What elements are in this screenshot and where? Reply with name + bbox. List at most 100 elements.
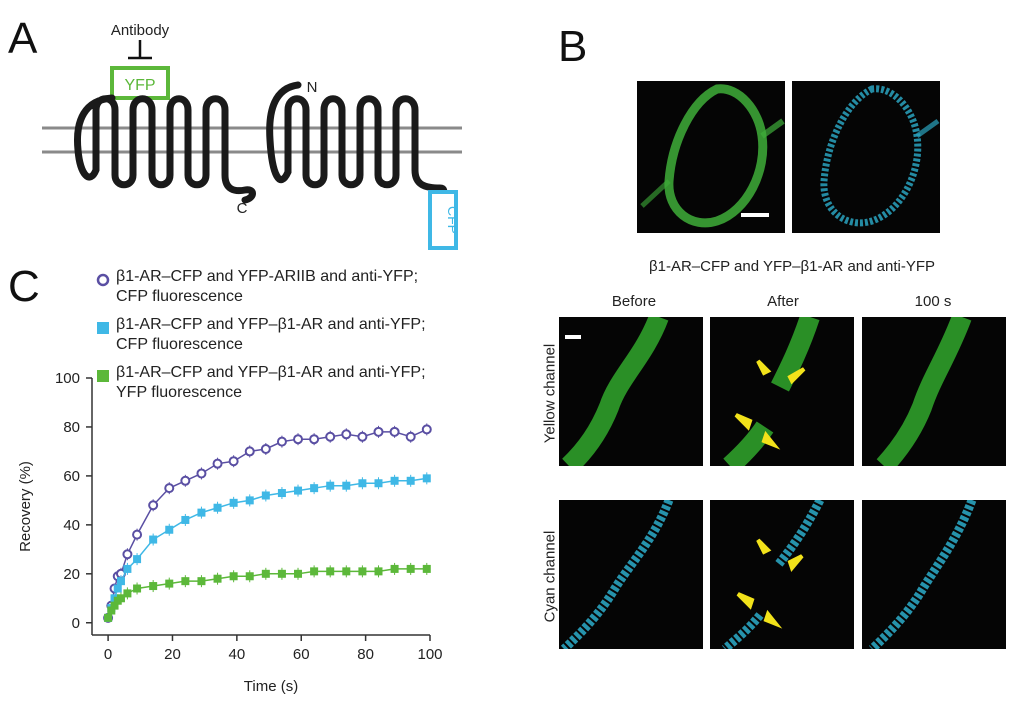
yellow-100s-image xyxy=(862,317,1006,466)
series-2-point-9 xyxy=(181,577,190,586)
series-2-point-17 xyxy=(310,567,319,576)
cell-outline-yfp-branch xyxy=(760,118,785,139)
series-2-point-4 xyxy=(116,594,125,603)
membrane-yellow-after-top xyxy=(771,317,820,392)
legend-entry-3: β1-AR–CFP and YFP–β1-AR and anti-YFP; YF… xyxy=(96,364,516,412)
series-0-point-8 xyxy=(164,483,175,494)
series-1-point-3 xyxy=(113,584,122,593)
series-0-point-14 xyxy=(260,443,271,454)
series-2-point-6 xyxy=(133,584,142,593)
left-receptor-chain xyxy=(73,94,256,204)
series-0-point-6 xyxy=(132,529,143,540)
condition-label: β1-AR–CFP and YFP–β1-AR and anti-YFP xyxy=(612,258,972,275)
series-2-point-21 xyxy=(374,567,383,576)
arrow-cyan-1 xyxy=(756,538,772,555)
receptor-topology-diagram: Antibody YFP C N CFP xyxy=(42,22,462,250)
y-tick-label-5: 100 xyxy=(55,370,80,387)
series-1-point-19 xyxy=(342,481,351,490)
series-0-point-19 xyxy=(341,429,352,440)
series-0-point-11 xyxy=(212,458,223,469)
cfp-tag-label: CFP xyxy=(445,206,461,234)
y-tick-label-1: 20 xyxy=(63,566,80,583)
series-2-point-15 xyxy=(277,569,286,578)
legend-line2-3: YFP fluorescence xyxy=(116,384,242,401)
series-2-point-22 xyxy=(390,564,399,573)
series-1-point-13 xyxy=(245,496,254,505)
legend-marker-1 xyxy=(96,273,110,287)
cell-outline-yfp-branch2 xyxy=(640,179,671,208)
legend-line1-3: β1-AR–CFP and YFP–β1-AR and anti-YFP; xyxy=(116,364,426,381)
series-1-point-11 xyxy=(213,503,222,512)
series-1-point-14 xyxy=(261,491,270,500)
series-2-point-19 xyxy=(342,567,351,576)
x-tick-label-1: 20 xyxy=(164,646,181,663)
series-2-point-12 xyxy=(229,572,238,581)
x-tick-label-3: 60 xyxy=(293,646,310,663)
series-0-point-23 xyxy=(405,431,416,442)
series-0-point-24 xyxy=(421,424,432,435)
arrow-yellow-2 xyxy=(787,367,806,385)
cell-outline-cfp xyxy=(820,85,922,227)
series-1-point-5 xyxy=(123,564,132,573)
recovery-chart: 0 20 40 60 80 100 0 20 40 60 80 100 Time (s) Recovery… xyxy=(17,370,443,695)
series-1-point-16 xyxy=(294,486,303,495)
legend-entry-2: β1-AR–CFP and YFP–β1-AR and anti-YFP; CF… xyxy=(96,316,516,364)
membrane-yellow-before xyxy=(562,317,669,466)
series-2-point-24 xyxy=(422,564,431,573)
legend-entry-1: β1-AR–CFP and YFP-ARIIB and anti-YFP; CF… xyxy=(96,268,516,316)
series-0-point-18 xyxy=(325,431,336,442)
series-2-point-10 xyxy=(197,577,206,586)
series-1-point-7 xyxy=(149,535,158,544)
series-2-point-16 xyxy=(294,569,303,578)
series-2-point-20 xyxy=(358,567,367,576)
x-tick-label-4: 80 xyxy=(357,646,374,663)
series-0-point-13 xyxy=(244,446,255,457)
membrane-cyan-after-top xyxy=(774,500,825,568)
series-0-point-16 xyxy=(293,434,304,445)
chart-legend: β1-AR–CFP and YFP-ARIIB and anti-YFP; CF… xyxy=(96,268,516,412)
series-1-point-24 xyxy=(422,474,431,483)
series-1-point-23 xyxy=(406,476,415,485)
series-1-point-20 xyxy=(358,479,367,488)
x-tick-label-0: 0 xyxy=(104,646,112,663)
series-0-point-21 xyxy=(373,426,384,437)
cfp-tag-box xyxy=(428,190,458,250)
c-terminus-label: C xyxy=(237,200,248,217)
series-0-point-9 xyxy=(180,475,191,486)
series-2-point-1 xyxy=(107,606,116,615)
series-2-point-7 xyxy=(149,582,158,591)
arrow-yellow-3 xyxy=(734,413,753,431)
scale-bar-small xyxy=(565,335,581,339)
n-terminus-label: N xyxy=(307,79,318,96)
cyan-100s-image xyxy=(862,500,1006,649)
membrane-yellow-after-bottom xyxy=(723,421,774,466)
series-0-point-12 xyxy=(228,456,239,467)
yellow-before-image xyxy=(559,317,703,466)
series-2-point-8 xyxy=(165,579,174,588)
series-2-point-5 xyxy=(123,589,132,598)
series-2-point-14 xyxy=(261,569,270,578)
column-header-after: After xyxy=(767,293,799,310)
series-1-point-21 xyxy=(374,479,383,488)
row-label-yellow: Yellow channel xyxy=(541,343,559,444)
arrow-cyan-4 xyxy=(763,609,783,629)
series-2-point-18 xyxy=(326,567,335,576)
x-tick-label-2: 40 xyxy=(229,646,246,663)
cell-outline-cfp-branch xyxy=(915,118,940,139)
legend-marker-2 xyxy=(97,322,109,334)
series-0-point-7 xyxy=(148,500,159,511)
series-2-point-23 xyxy=(406,564,415,573)
yfp-tag-label: YFP xyxy=(124,77,155,94)
y-tick-label-3: 60 xyxy=(63,468,80,485)
legend-line1-2: β1-AR–CFP and YFP–β1-AR and anti-YFP; xyxy=(116,316,426,333)
cyan-after-image xyxy=(710,500,854,649)
panel-b-letter: B xyxy=(558,22,588,71)
series-1-point-17 xyxy=(310,484,319,493)
series-0-point-22 xyxy=(389,426,400,437)
series-0-point-15 xyxy=(276,436,287,447)
column-header-100s: 100 s xyxy=(914,293,952,310)
panel-a-letter: A xyxy=(8,14,38,63)
legend-line1-1: β1-AR–CFP and YFP-ARIIB and anti-YFP; xyxy=(116,268,419,285)
series-0-point-17 xyxy=(309,434,320,445)
series-2-point-0 xyxy=(104,613,113,622)
